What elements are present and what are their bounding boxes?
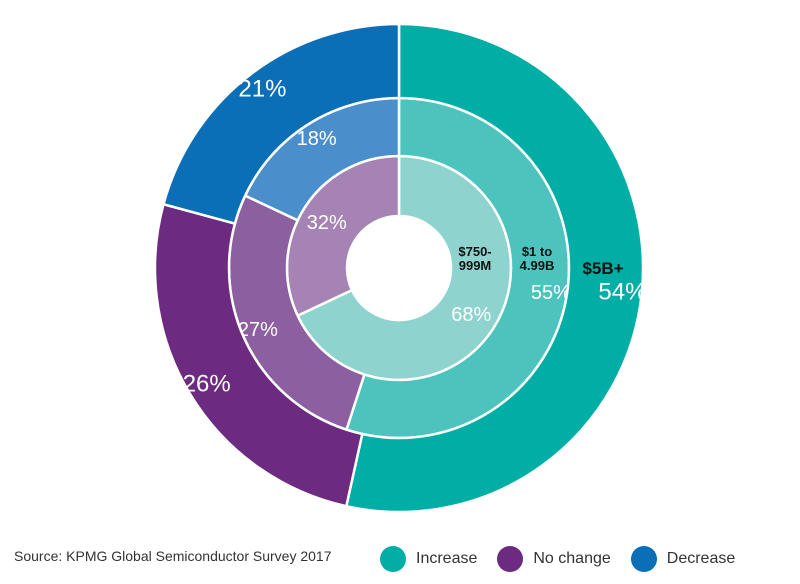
source-note: Source: KPMG Global Semiconductor Survey… [14, 548, 332, 564]
data-label-middle-increase: 55% [531, 282, 571, 304]
legend-item-decrease: Decrease [630, 546, 736, 572]
data-label-middle-no-change: 27% [238, 319, 278, 341]
ring-label-outer: $5B+ [582, 259, 623, 278]
data-label-middle-decrease: 18% [297, 128, 337, 150]
legend-swatch-no-change [497, 546, 524, 572]
chart-footer: Source: KPMG Global Semiconductor Survey… [0, 540, 800, 580]
legend-swatch-increase [380, 546, 406, 572]
legend-label-decrease: Decrease [666, 550, 736, 567]
slice-outer-decrease [161, 22, 401, 226]
legend-swatch-decrease [630, 546, 657, 572]
legend-label-increase: Increase [416, 550, 478, 567]
slice-outer-increase [344, 22, 645, 514]
ring-label-inner: $750-999M [458, 244, 491, 273]
data-label-outer-increase: 54% [598, 278, 646, 305]
legend-item-increase: Increase [380, 546, 477, 572]
data-label-outer-no-change: 26% [183, 370, 231, 397]
legend: Increase No change Decrease [380, 546, 755, 572]
ring-label-middle: $1 to 4.99B [520, 244, 555, 273]
slice-outer-no-change [153, 202, 364, 508]
legend-label-no-change: No change [533, 550, 611, 567]
data-label-outer-decrease: 21% [238, 76, 286, 103]
data-label-inner-no-change: 32% [307, 212, 347, 234]
legend-item-no-change: No change [497, 546, 611, 572]
data-label-inner-increase: 68% [451, 304, 491, 326]
